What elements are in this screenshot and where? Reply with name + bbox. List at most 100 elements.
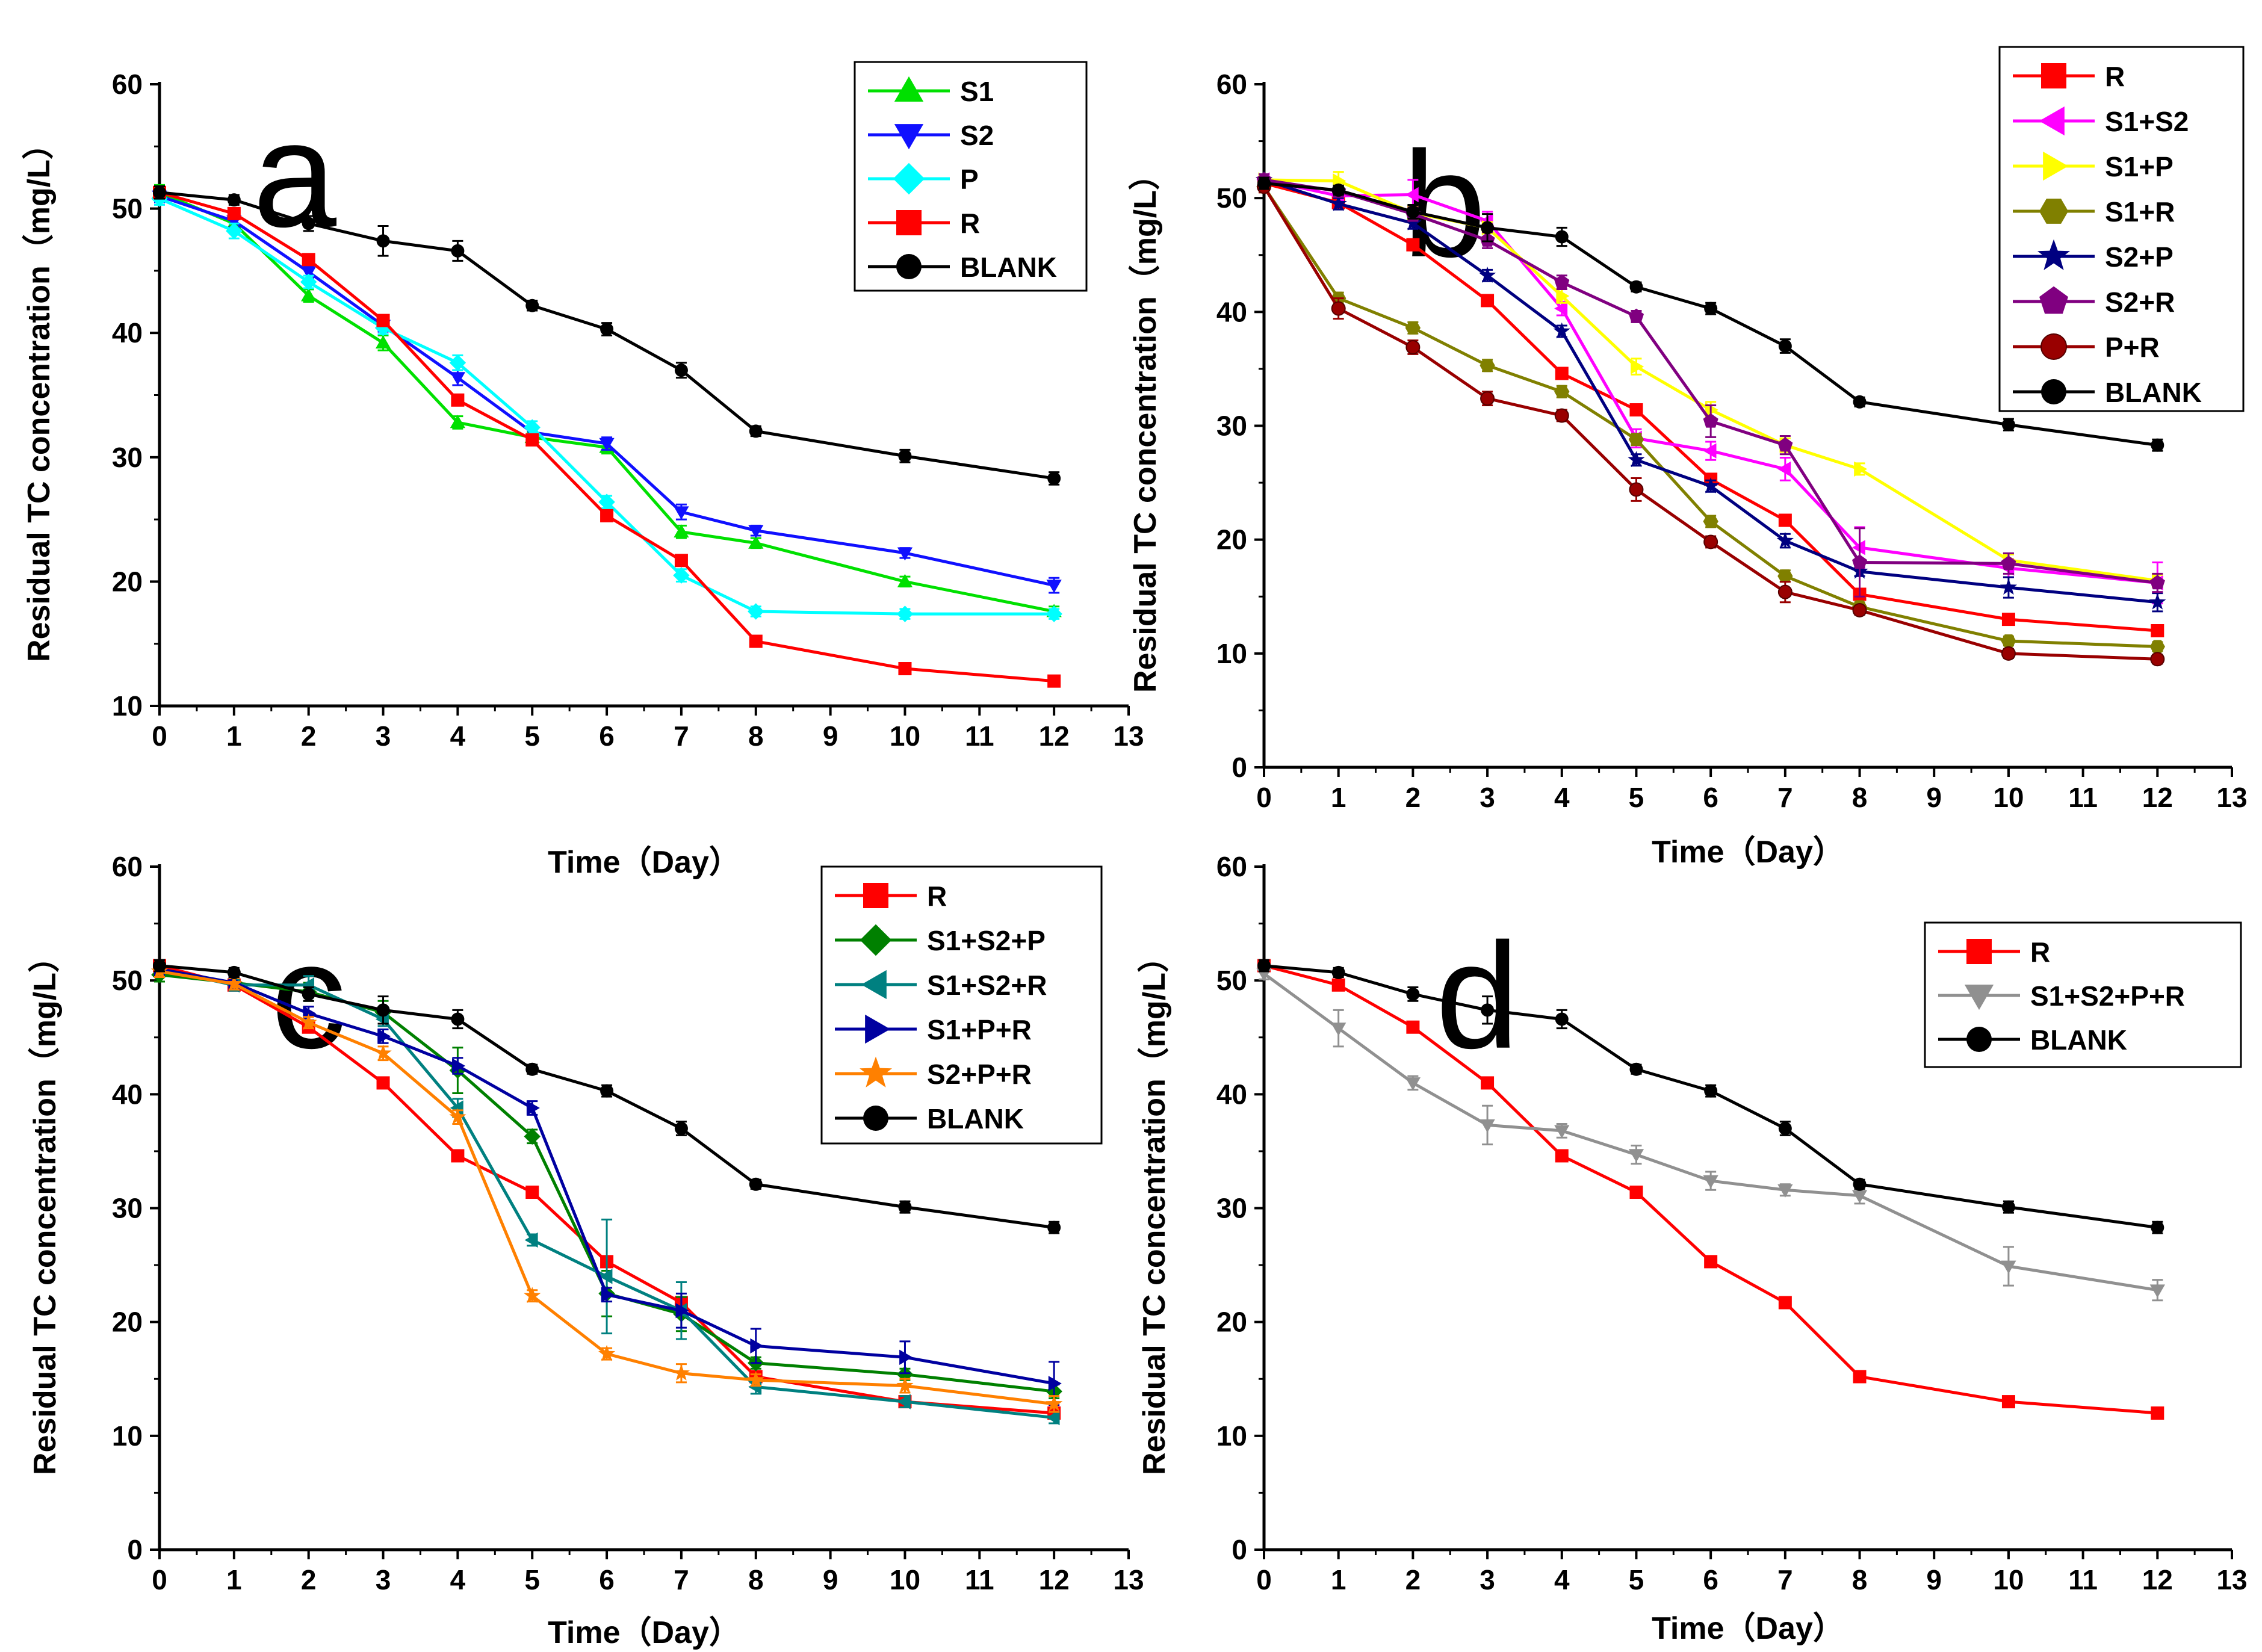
data-point [1554,274,1570,289]
data-point [524,1287,541,1304]
data-point [2151,1220,2164,1234]
data-point [2001,634,2016,648]
x-tick-label: 0 [1256,782,1272,813]
data-point [1331,301,1346,316]
data-point [1704,302,1718,315]
y-axis-title: Residual TC concentration（mg/L） [28,941,63,1475]
data-point [1047,674,1061,688]
data-point [1629,280,1643,294]
data-point [2149,640,2165,654]
y-tick-label: 10 [112,1420,143,1452]
data-point [1853,395,1867,409]
data-point [749,1177,763,1191]
data-point [1631,359,1644,374]
data-point [1405,1077,1421,1091]
legend-item: P [868,162,979,195]
data-point [302,987,315,1001]
legend-label: S1+R [2105,196,2175,227]
x-tick-label: 2 [301,720,317,752]
x-tick-label: 1 [226,1564,242,1595]
data-point [1555,367,1569,380]
chart-panel-c: 0 1 2 3 4 5 6 7 8 9 10 11 12 130102030405060Time（Day）… [28,851,1144,1650]
data-point [1778,513,1792,527]
data-point [750,1338,764,1354]
data-point [674,506,689,520]
x-axis-title: Time（Day） [1652,835,1844,870]
y-tick-label: 40 [112,317,143,348]
data-point [524,1232,538,1248]
data-point [1854,461,1868,477]
x-tick-label: 7 [674,720,689,752]
legend-box [820,865,1103,1145]
data-point [1406,987,1420,1001]
legend-label: P+R [2105,332,2160,363]
series-p-r [1257,179,2165,667]
legend-marker [863,883,888,908]
legend-marker [2037,239,2070,270]
x-tick-label: 7 [674,1564,689,1595]
data-point [1628,1149,1644,1163]
legend-marker [2041,63,2066,88]
data-point [376,1003,390,1017]
data-point [1481,221,1495,235]
legend-label: BLANK [2030,1024,2127,1056]
chart-panel-b: 0 1 2 3 4 5 6 7 8 9 10 11 12 130102030405060Time（Day）… [1128,46,2248,870]
data-point [375,335,391,349]
data-point [1480,359,1495,373]
legend-marker [2040,333,2067,360]
data-point [227,206,241,220]
x-tick-label: 13 [1113,1564,1144,1595]
data-point [897,547,913,561]
data-point [302,217,315,230]
legend-marker [896,210,922,235]
data-point [1777,437,1793,452]
legend-item: S2+R [2013,286,2175,318]
legend-marker [2041,379,2066,404]
data-point [600,509,614,522]
legend-marker [863,1106,888,1131]
legend-label: BLANK [960,252,1057,283]
data-point [377,1029,391,1044]
legend-label: R [927,880,947,912]
legend-marker [894,76,924,102]
legend: R S1+S2+P S1+S2+R S1+P+R S2+P+R BLANK [820,865,1103,1145]
data-point [1629,403,1643,417]
y-tick-label: 30 [112,1193,143,1224]
data-point [524,1128,541,1145]
data-point [675,1303,689,1319]
legend-marker [860,1056,892,1087]
x-tick-label: 4 [1554,782,1570,813]
data-point [2149,593,2166,610]
data-point [1777,1184,1793,1198]
data-point [1628,308,1644,323]
data-point [748,525,764,539]
data-point [1555,1012,1569,1026]
legend-label: S2 [960,120,994,151]
legend-label: S1+P+R [927,1014,1032,1045]
data-point [897,1394,911,1409]
data-point [674,554,688,568]
legend-marker [1966,1027,1992,1052]
data-point [525,1186,539,1199]
x-tick-label: 10 [890,1564,920,1595]
data-point [1629,1062,1643,1076]
legend-item: BLANK [2013,377,2202,408]
data-point [672,1364,690,1381]
y-tick-label: 0 [1232,1534,1247,1565]
legend-marker [2039,286,2068,314]
data-point [1046,580,1062,593]
y-axis-title: Residual TC concentration（mg/L） [1137,941,1172,1475]
x-axis-title: Time（Day） [1652,1611,1844,1646]
legend-label: S1+S2+R [927,970,1047,1001]
x-tick-label: 3 [376,1564,391,1595]
data-point [1554,385,1570,398]
legend-label: S2+R [2105,286,2175,318]
legend-marker [865,1014,891,1044]
data-point [1331,183,1345,197]
x-tick-label: 1 [226,720,242,752]
data-point [1778,1296,1792,1310]
data-point [525,1062,539,1076]
series-blank [1257,959,2164,1234]
legend-item: S1+P+R [835,1014,1032,1045]
x-tick-label: 6 [1703,782,1718,813]
